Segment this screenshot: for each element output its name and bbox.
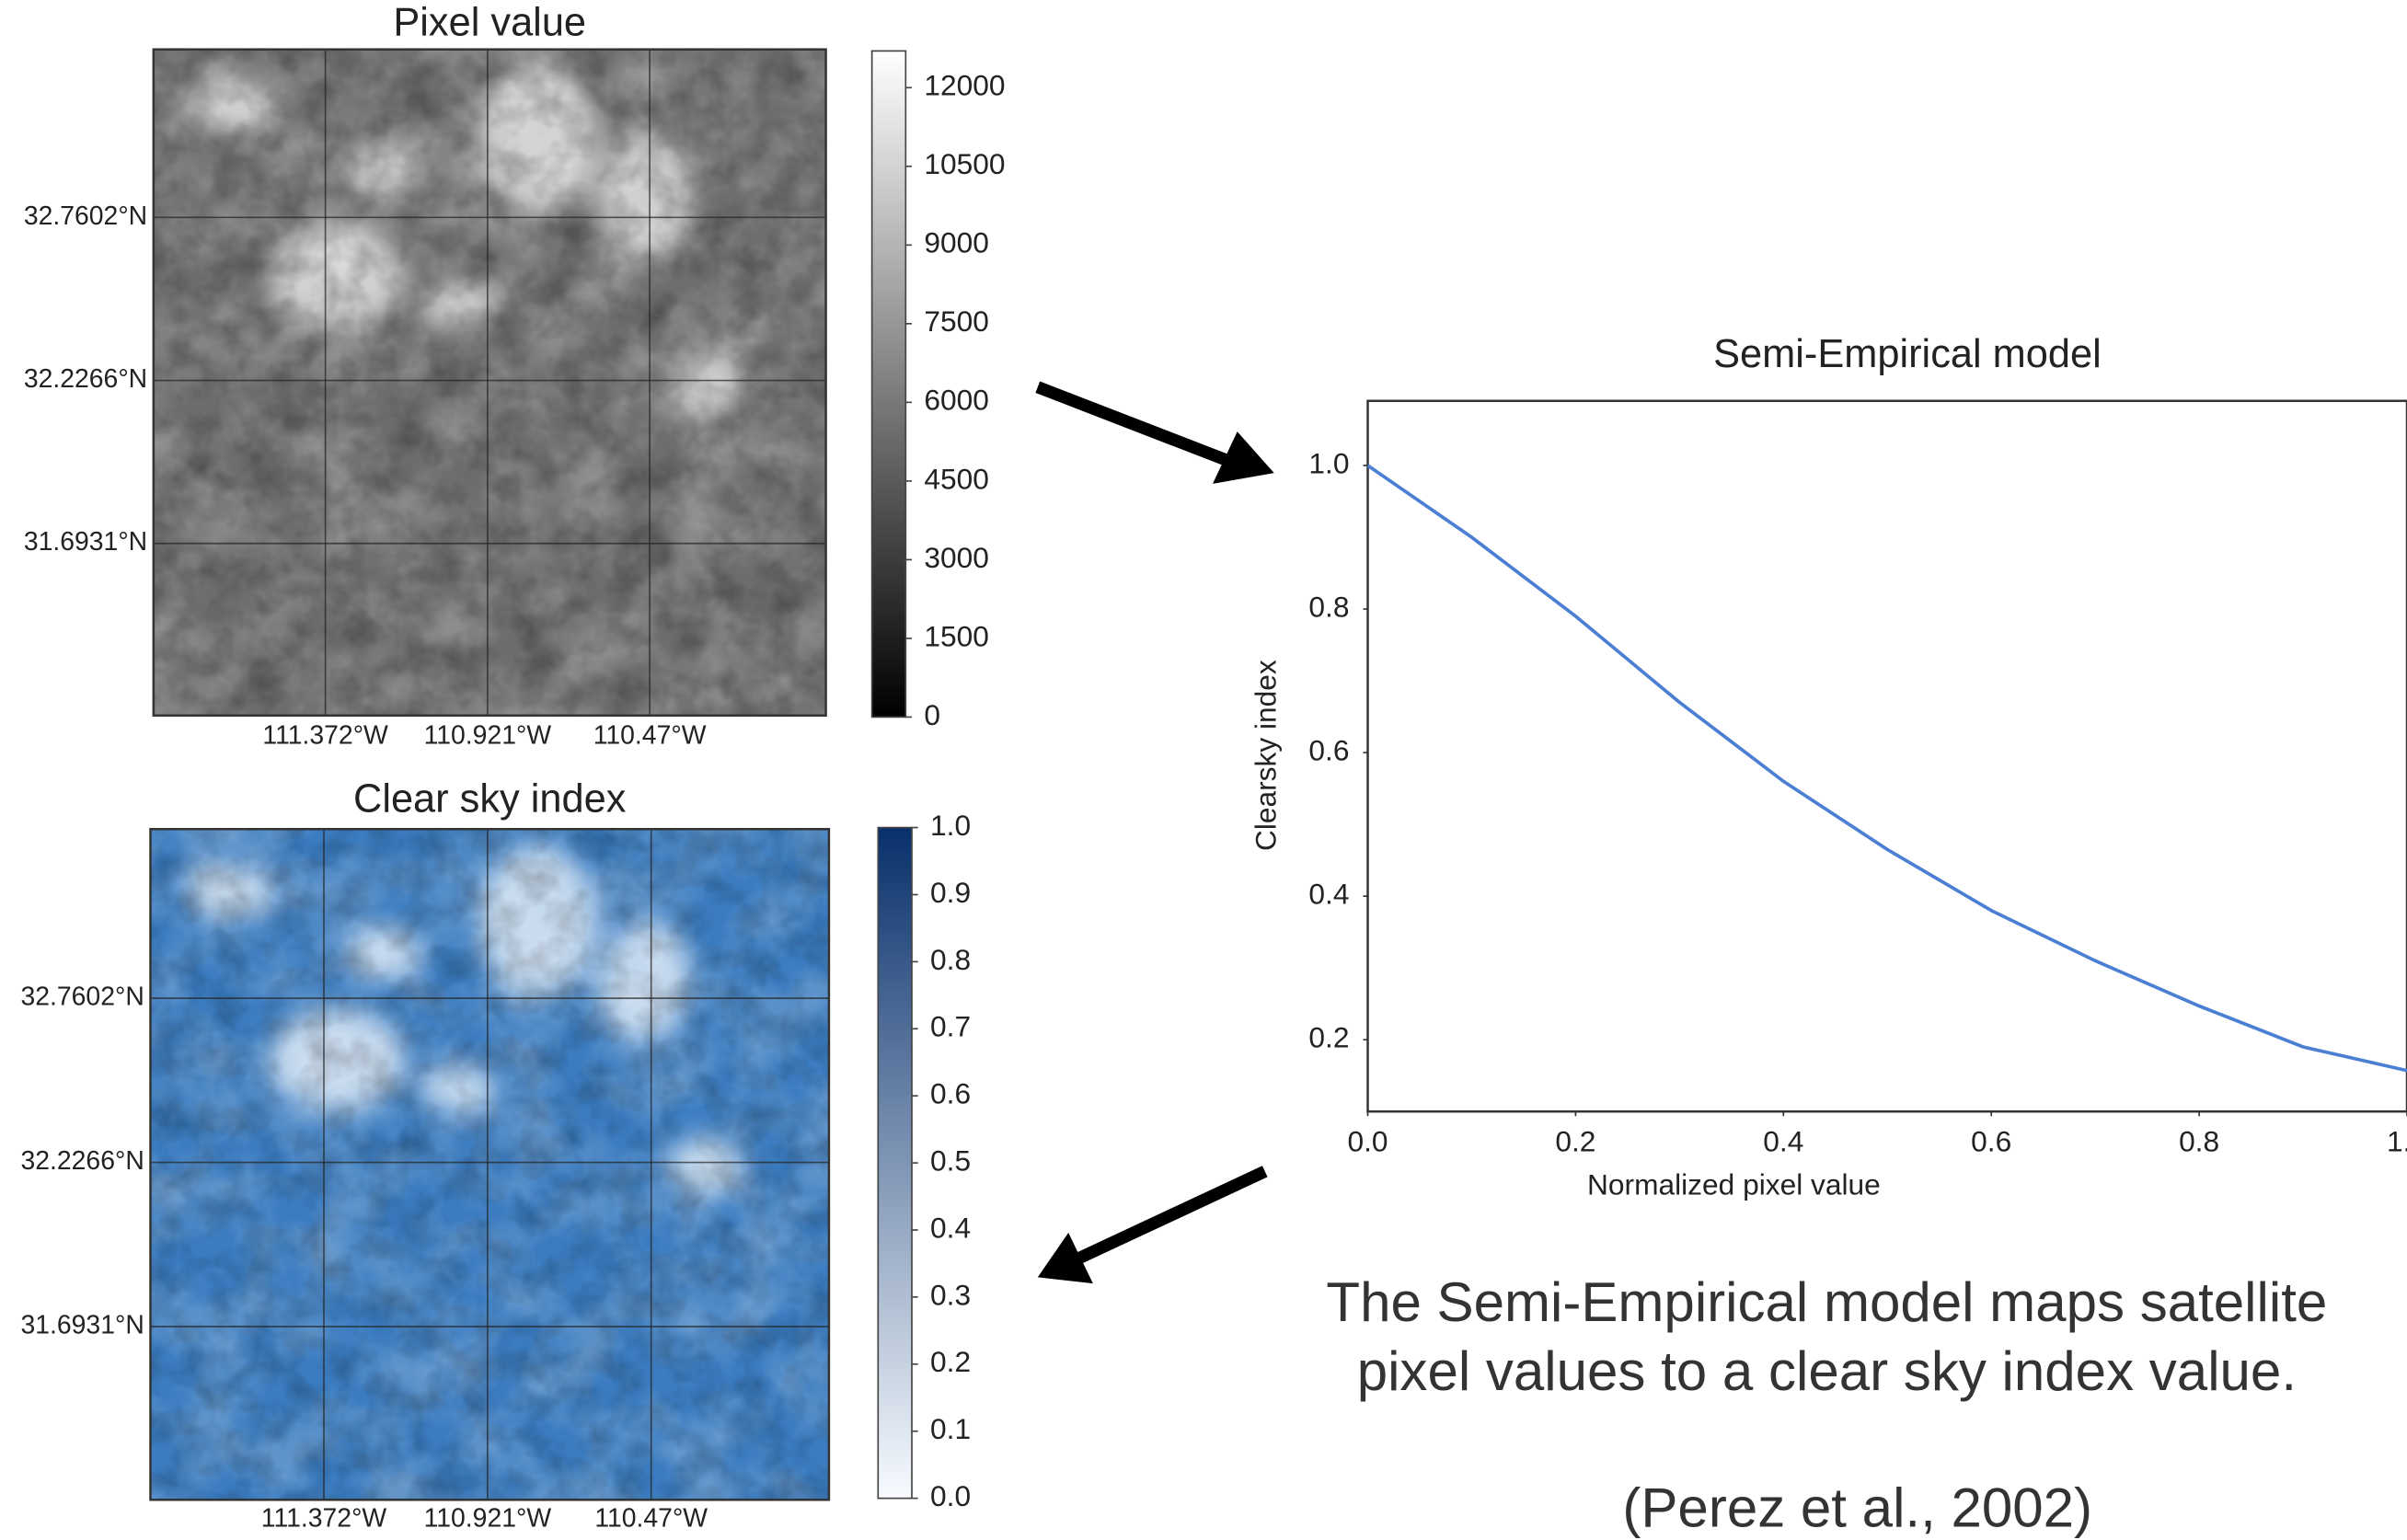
colorbar-tick-label: 0.2: [930, 1345, 971, 1378]
y-tick-label: 31.6931°N: [24, 527, 147, 557]
x-tick-label: 0.6: [1971, 1125, 2011, 1158]
x-tick-label: 111.372°W: [262, 721, 388, 751]
x-tick-label: 110.47°W: [593, 721, 707, 751]
x-tick-label: 1.0: [2387, 1125, 2407, 1158]
x-tick-label: 0.4: [1763, 1125, 1803, 1158]
map-image: [151, 829, 829, 1500]
colorbar-tick-label: 3000: [924, 541, 989, 574]
colorbar-tick-label: 0.9: [930, 876, 971, 909]
colorbar-tick-label: 7500: [924, 305, 989, 338]
x-tick-label: 0.8: [2179, 1125, 2219, 1158]
page: {"chart_data": [ {"type": "heatmap", "ti…: [0, 0, 2407, 1540]
colorbar-tick-label: 0.8: [930, 943, 971, 976]
colorbar-tick-label: 6000: [924, 384, 989, 417]
caption: The Semi-Empirical model maps satellite: [1326, 1271, 2327, 1333]
x-tick-label: 110.47°W: [594, 1503, 708, 1533]
y-tick-label: 0.6: [1308, 733, 1349, 766]
colorbar-tick-label: 1500: [924, 619, 989, 652]
colorbar-tick-label: 0.5: [930, 1144, 971, 1177]
y-tick-label: 32.2266°N: [24, 364, 147, 394]
colorbar: [878, 828, 912, 1499]
arrow: [1038, 387, 1274, 1283]
y-tick-label: 1.0: [1308, 446, 1349, 479]
y-tick-label: 0.4: [1308, 878, 1349, 911]
colorbar-tick-label: 0.3: [930, 1278, 971, 1311]
y-axis-label: Clearsky index: [1249, 660, 1282, 851]
colorbar-tick-label: 0.6: [930, 1077, 971, 1110]
colorbar: [872, 51, 906, 717]
x-axis-label: Normalized pixel value: [1587, 1167, 1881, 1201]
colorbar-tick-label: 0.4: [930, 1211, 971, 1244]
x-tick-label: 110.921°W: [424, 721, 552, 751]
colorbar-tick-label: 0.7: [930, 1010, 971, 1043]
colorbar-tick-label: 10500: [924, 147, 1005, 180]
colorbar-tick-label: 4500: [924, 462, 989, 495]
chart-title: Clear sky index: [353, 777, 627, 822]
colorbar-tick-label: 1.0: [930, 809, 971, 842]
line-series: [1368, 465, 2407, 1071]
y-tick-label: 32.7602°N: [20, 983, 144, 1012]
colorbar-tick-label: 9000: [924, 226, 989, 259]
x-tick-label: 110.921°W: [424, 1503, 552, 1533]
x-tick-label: 111.372°W: [261, 1503, 387, 1533]
colorbar-tick-label: 0: [924, 698, 940, 731]
y-tick-label: 32.2266°N: [20, 1146, 144, 1176]
y-tick-label: 0.2: [1308, 1021, 1349, 1054]
plot-frame: [1368, 401, 2407, 1111]
y-tick-label: 0.8: [1308, 590, 1349, 623]
y-tick-label: 31.6931°N: [20, 1310, 144, 1339]
colorbar-tick-label: 0.0: [930, 1479, 971, 1512]
colorbar-tick-label: 0.1: [930, 1412, 971, 1445]
y-tick-label: 32.7602°N: [24, 201, 147, 231]
colorbar-tick-label: 12000: [924, 69, 1005, 102]
chart-title: Semi-Empirical model: [1713, 332, 2102, 376]
chart-title: Pixel value: [393, 0, 586, 44]
map-image: [154, 50, 826, 716]
citation: (Perez et al., 2002): [1622, 1477, 2092, 1539]
caption: pixel values to a clear sky index value.: [1357, 1340, 2297, 1402]
x-tick-label: 0.0: [1347, 1125, 1388, 1158]
figure: The Semi-Empirical model maps satellite …: [0, 0, 2407, 1540]
x-tick-label: 0.2: [1555, 1125, 1595, 1158]
